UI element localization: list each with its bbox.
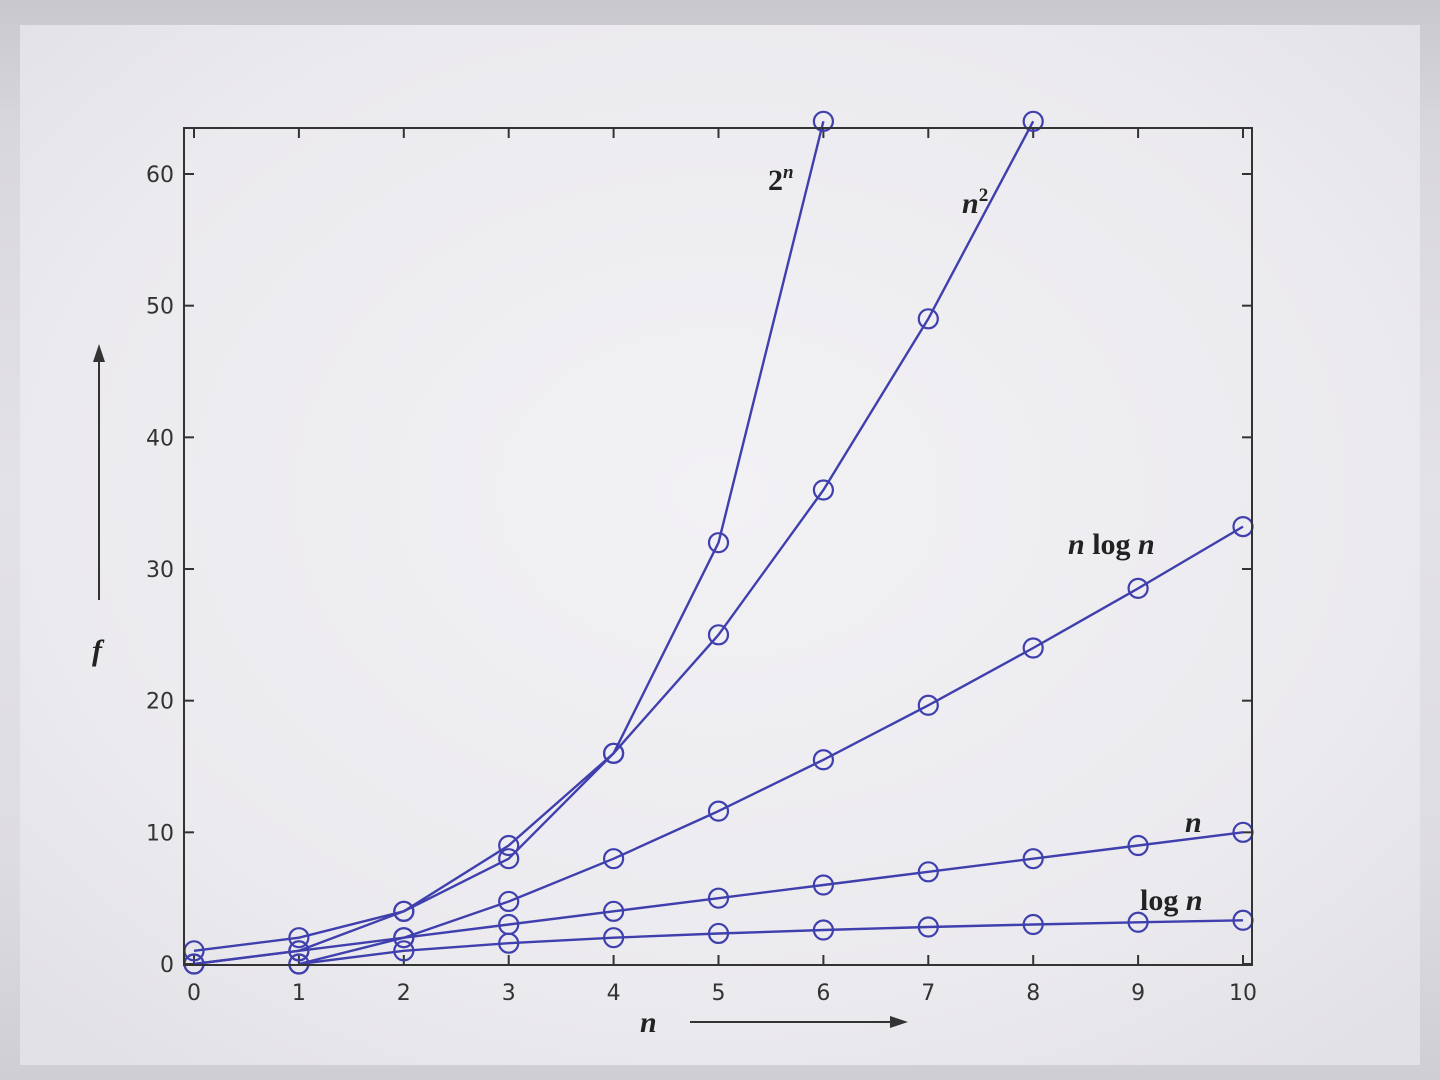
data-point-n-2: [1022, 110, 1044, 132]
x-tick-label: 9: [1131, 981, 1145, 1006]
x-tick-label: 6: [816, 981, 830, 1006]
data-point-2-n: [707, 532, 730, 554]
x-tick-label: 0: [187, 981, 201, 1006]
series-lines: [193, 120, 1244, 966]
series-line-n-log-n: [298, 525, 1244, 966]
data-point-log-n: [1022, 913, 1044, 936]
data-point-2-n: [288, 927, 310, 949]
series-label-n: n: [1185, 806, 1202, 839]
y-tick-label: 0: [160, 953, 174, 978]
data-point-log-n: [1127, 911, 1149, 933]
data-point-n-log-n: [707, 800, 730, 822]
y-tick-label: 10: [146, 821, 174, 846]
data-point-2-n: [812, 110, 835, 132]
page-background: [20, 25, 1420, 1065]
data-point-n: [812, 874, 835, 896]
x-tick-label: 5: [712, 981, 726, 1006]
x-tick-label: 3: [502, 981, 516, 1006]
plot-frame: [183, 127, 1253, 966]
x-axis-arrow: [690, 1016, 908, 1028]
data-point-n-log-n: [917, 694, 939, 716]
series-label-2n: 2n: [768, 162, 794, 197]
y-axis-arrow: [93, 344, 105, 600]
data-point-n-2: [498, 834, 520, 857]
data-point-log-n: [917, 916, 939, 938]
data-point-log-n: [393, 940, 415, 962]
data-point-n-2: [917, 308, 939, 330]
x-tick-label: 7: [921, 981, 935, 1006]
data-point-n: [1127, 834, 1149, 857]
y-tick-label: 40: [146, 426, 174, 451]
data-point-log-n: [498, 932, 520, 954]
x-tick-labels: 0 1 2 3 4 5 6 7 8 9 10: [187, 981, 1257, 1006]
series-label-nlogn: n log n: [1068, 528, 1155, 561]
x-tick-label: 1: [292, 981, 306, 1006]
series-line-n: [193, 831, 1244, 966]
series-label-n2: n2: [962, 185, 988, 220]
data-point-n: [707, 887, 730, 909]
series-line-n-2: [193, 120, 1035, 966]
data-point-log-n: [602, 927, 625, 949]
data-point-n-log-n: [1022, 637, 1044, 659]
x-tick-label: 10: [1229, 981, 1257, 1006]
y-tick-label: 50: [146, 295, 174, 320]
y-tick-label: 30: [146, 558, 174, 583]
data-point-n-log-n: [1127, 577, 1149, 599]
data-point-n-log-n: [812, 749, 835, 771]
data-point-n-log-n: [498, 890, 520, 913]
data-point-n: [288, 940, 310, 962]
data-point-log-n: [707, 922, 730, 945]
x-axis-label: n: [640, 1006, 657, 1039]
x-tick-label: 4: [607, 981, 621, 1006]
data-point-2-n: [498, 848, 520, 870]
data-point-n-2: [602, 742, 625, 764]
data-point-n-2: [393, 900, 415, 922]
x-tick-label: 2: [397, 981, 411, 1006]
y-tick-labels: 0 10 20 30 40 50 60: [146, 163, 174, 978]
y-tick-label: 20: [146, 690, 174, 715]
series-label-logn: log n: [1140, 884, 1203, 917]
data-point-log-n: [812, 919, 835, 941]
data-point-n: [917, 861, 939, 883]
series-line-log-n: [298, 919, 1244, 966]
data-point-n: [1022, 848, 1044, 870]
y-tick-label: 60: [146, 163, 174, 188]
y-axis-label: f: [92, 634, 105, 667]
data-point-n: [602, 900, 625, 922]
data-point-n-2: [707, 624, 730, 646]
x-tick-label: 8: [1026, 981, 1040, 1006]
data-point-n-2: [812, 479, 835, 501]
series-line-2-n: [193, 121, 825, 952]
data-point-n-log-n: [602, 848, 625, 870]
series-markers: [183, 110, 1254, 975]
data-point-n: [393, 927, 415, 949]
